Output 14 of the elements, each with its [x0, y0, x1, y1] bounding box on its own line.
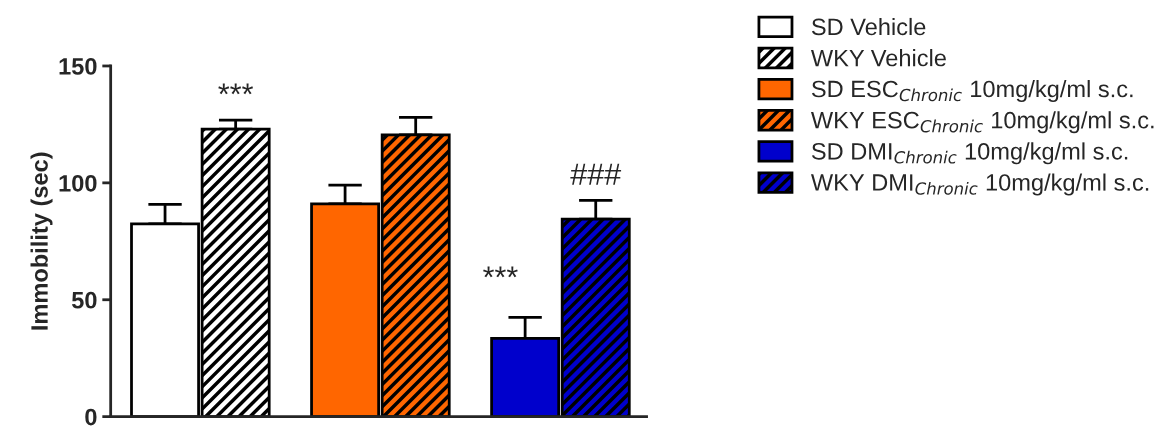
y-tick-label: 50	[71, 291, 97, 309]
legend-label: WKY DMI$_{Chronic}$ 10mg/kg/ml s.c.	[810, 173, 1149, 196]
legend-label: SD DMI$_{Chronic}$ 10mg/kg/ml s.c.	[811, 142, 1128, 165]
legend-label: WKY Vehicle	[810, 49, 946, 67]
y-tick-label: 100	[59, 174, 97, 192]
y-axis-title: Immobility (sec)	[30, 152, 53, 330]
legend-label: WKY ESC$_{Chronic}$ 10mg/kg/ml s.c.	[810, 111, 1154, 134]
y-tick-label: 0	[85, 408, 97, 426]
legend-label: SD ESC$_{Chronic}$ 10mg/kg/ml s.c.	[811, 80, 1133, 103]
annotation: ***	[483, 266, 518, 278]
annotation: ***	[218, 83, 254, 95]
legend-label: SD Vehicle	[811, 17, 926, 36]
annotation: ###	[570, 163, 622, 185]
y-tick-label: 150	[59, 58, 97, 75]
